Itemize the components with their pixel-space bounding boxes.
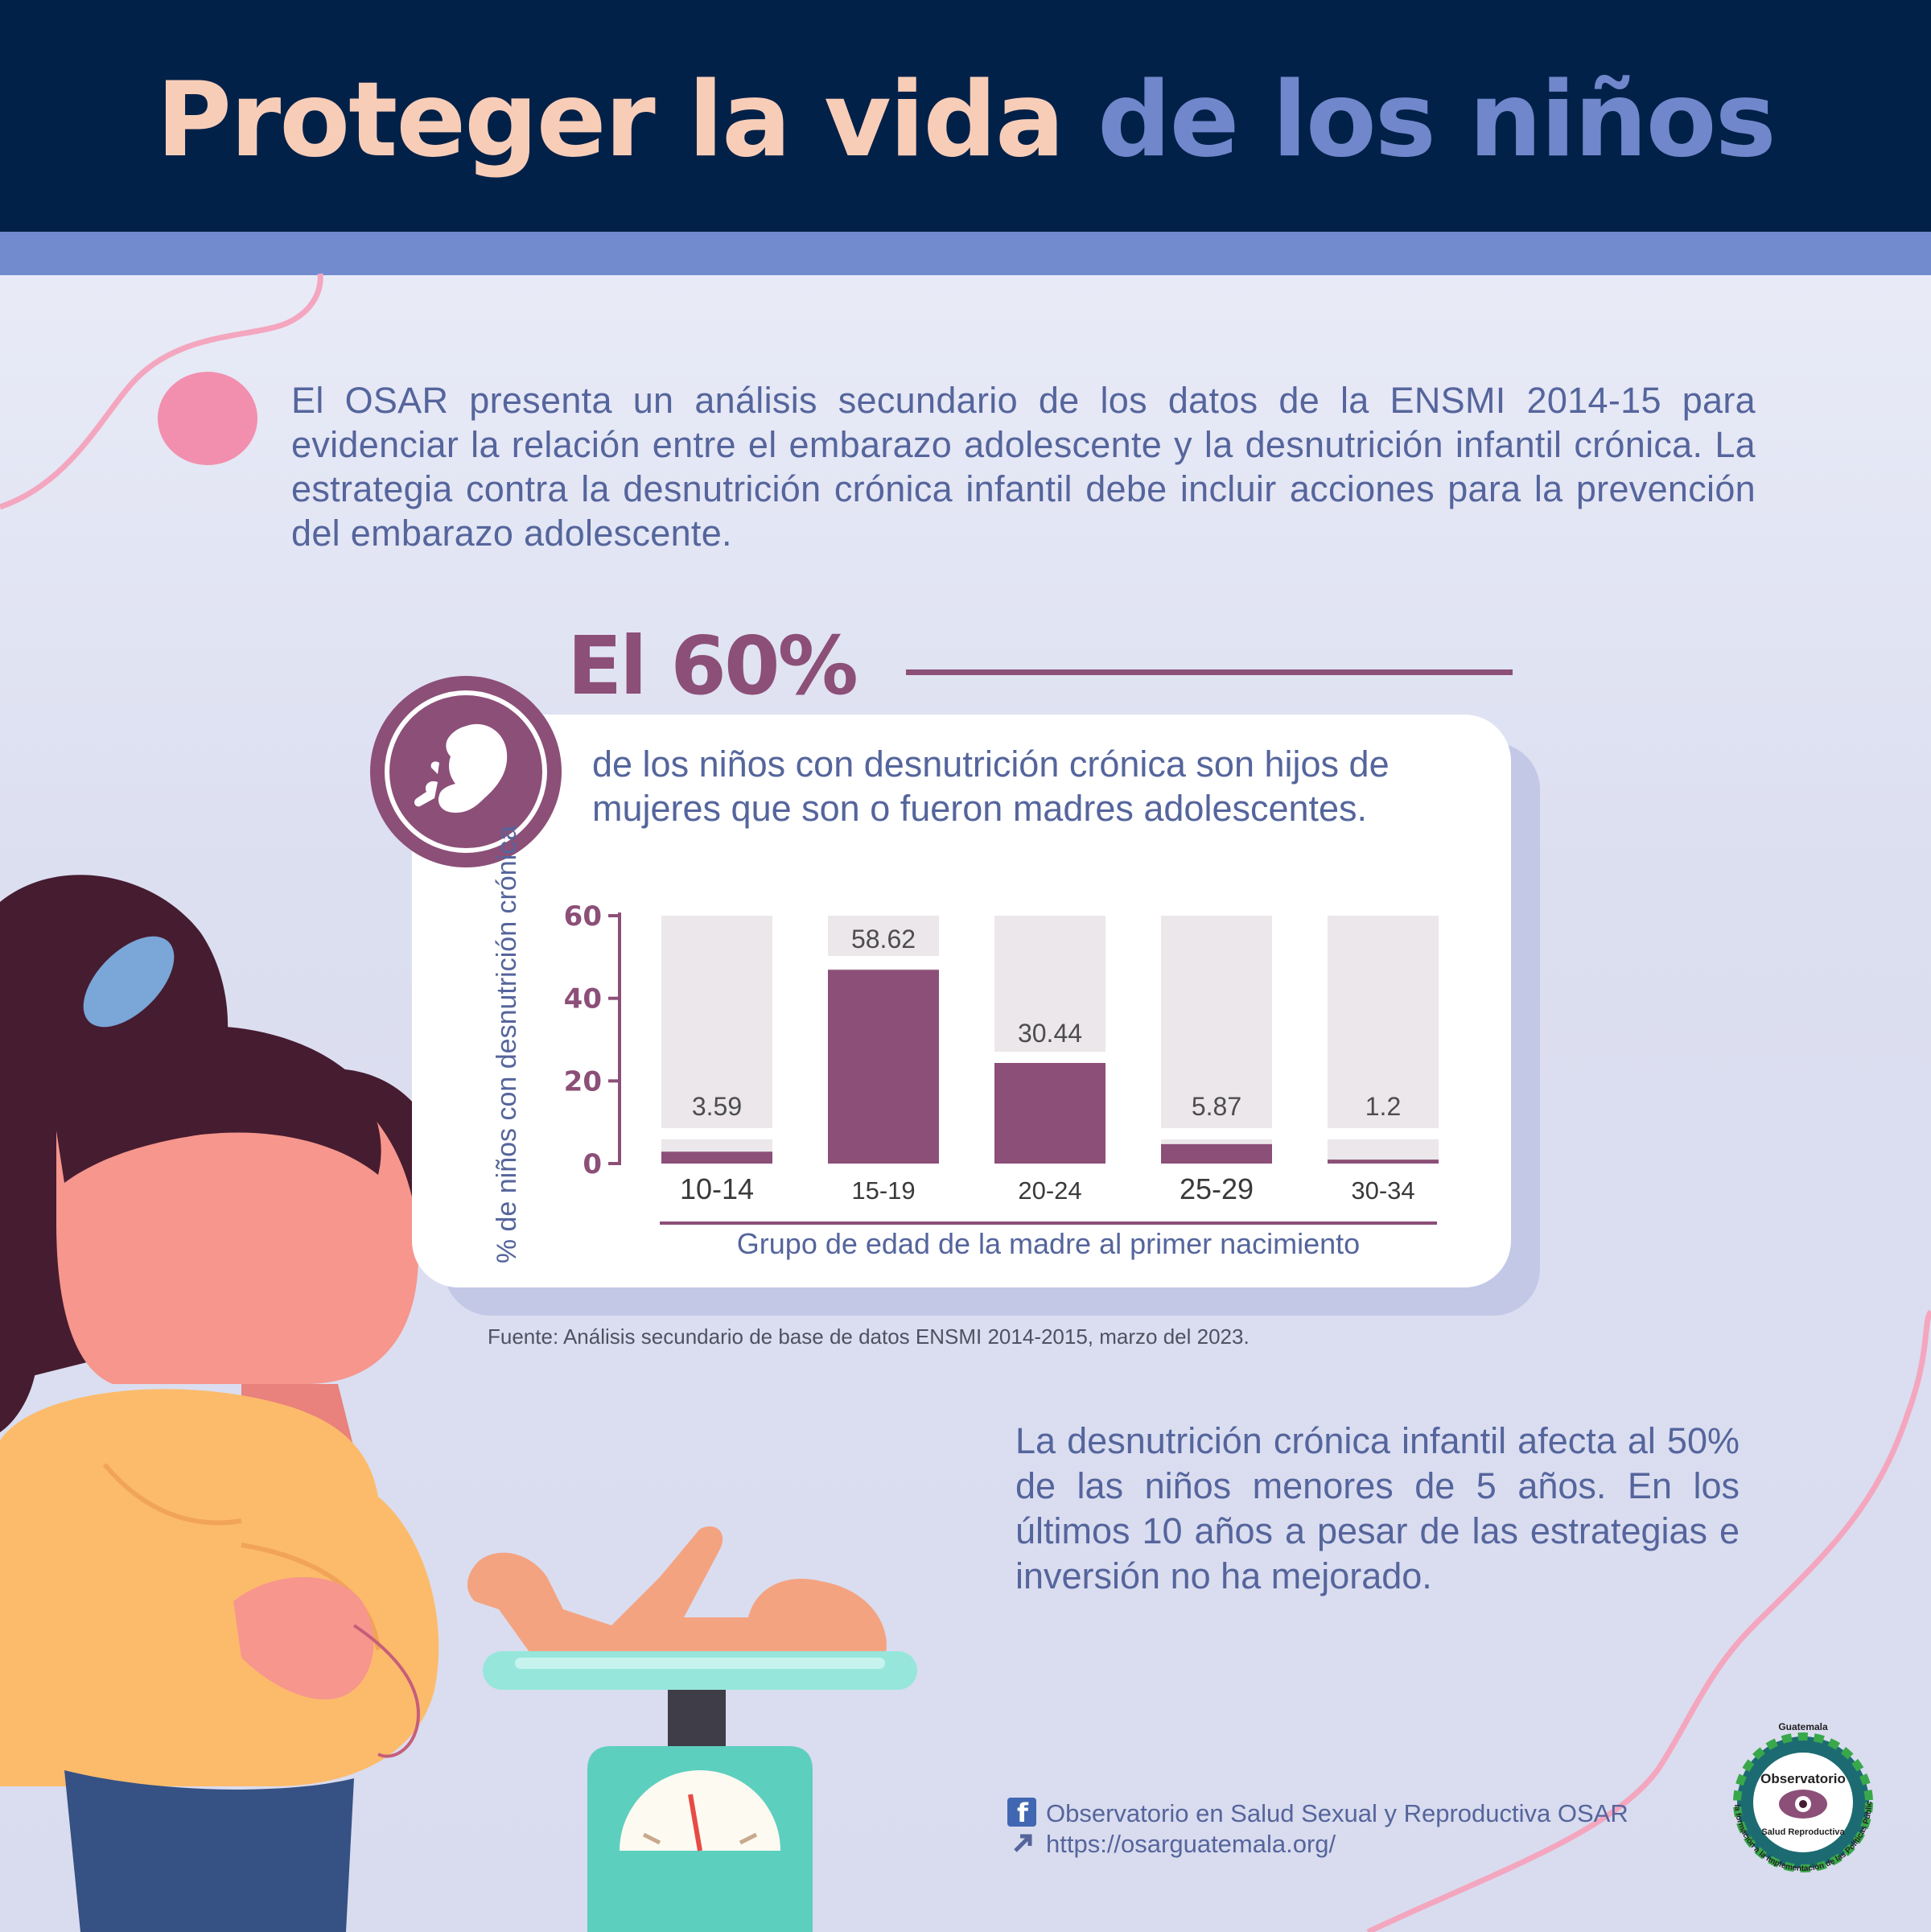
bar-track xyxy=(1161,916,1272,1164)
y-tick-label: 0 xyxy=(583,1148,602,1180)
bar-data-label: 1.2 xyxy=(1365,1092,1401,1121)
website-link[interactable]: https://osarguatemala.org/ xyxy=(1046,1830,1336,1858)
bar xyxy=(1328,1160,1439,1164)
stat-divider-line xyxy=(906,669,1513,675)
bar-track xyxy=(661,916,772,1164)
logo-center-text: Observatorio xyxy=(1760,1771,1846,1786)
y-axis-title-text: % de niños con desnutrición crónica xyxy=(492,825,522,1264)
bar xyxy=(994,1062,1105,1164)
bar-data-label: 30.44 xyxy=(1018,1019,1082,1048)
logo-top-text: Guatemala xyxy=(1778,1721,1828,1732)
bar xyxy=(828,970,939,1164)
header-accent-band xyxy=(0,232,1931,275)
highlight-stat: El 60% xyxy=(567,619,858,713)
decorative-blob xyxy=(158,372,257,465)
osar-logo: Guatemala Observatorio Salud Reproductiv… xyxy=(1711,1706,1874,1873)
bar-label-gap xyxy=(661,1128,772,1139)
bar xyxy=(1161,1143,1272,1164)
highlight-description: de los niños con desnutrición crónica so… xyxy=(592,744,1390,829)
page-title: Proteger la vida de los niños xyxy=(0,69,1931,172)
arrow-link-icon xyxy=(1014,1834,1032,1852)
title-part-1: Proteger la vida xyxy=(156,60,1064,180)
fetus-icon xyxy=(414,723,508,813)
fetus-badge xyxy=(370,676,562,867)
intro-paragraph: El OSAR presenta un análisis secundario … xyxy=(291,380,1756,554)
x-tick-label: 25-29 xyxy=(1180,1172,1254,1205)
x-tick-label: 20-24 xyxy=(1018,1176,1081,1205)
bottom-paragraph: La desnutrición crónica infantil afecta … xyxy=(1015,1420,1740,1596)
y-axis-title: % de niños con desnutrición crónica xyxy=(475,826,539,1263)
bar-label-gap xyxy=(1161,1128,1272,1139)
bar-chart: 0 20 40 60 3.59 10-14 58.62 15-19 30.44 20-24 5.87… xyxy=(564,900,1439,1205)
y-tick-label: 40 xyxy=(564,983,602,1015)
fetus-badge-ring xyxy=(385,690,547,853)
x-axis-title: Grupo de edad de la madre al primer naci… xyxy=(736,1227,1361,1260)
x-tick-label: 15-19 xyxy=(851,1176,915,1205)
facebook-page-link[interactable]: Observatorio en Salud Sexual y Reproduct… xyxy=(1046,1799,1628,1827)
source-note: Fuente: Análisis secundario de base de d… xyxy=(488,1324,1250,1349)
x-axis-title-line xyxy=(660,1221,1437,1225)
bar-data-label: 3.59 xyxy=(692,1092,742,1121)
bar-track xyxy=(1328,916,1439,1164)
decorative-curve-right xyxy=(1366,1309,1931,1932)
bar-label-gap xyxy=(828,956,939,969)
baby-on-scale-illustration xyxy=(467,1526,917,1932)
bar-data-label: 58.62 xyxy=(851,925,916,954)
pregnant-woman-illustration xyxy=(0,875,439,1932)
y-tick-label: 60 xyxy=(564,900,602,933)
x-tick-label: 30-34 xyxy=(1351,1176,1414,1205)
bar-label-gap xyxy=(994,1051,1105,1063)
bar-data-label: 5.87 xyxy=(1192,1092,1241,1121)
y-tick-label: 20 xyxy=(564,1065,602,1098)
bar-label-gap xyxy=(1328,1128,1439,1139)
title-part-2: de los niños xyxy=(1097,60,1777,180)
header-bar xyxy=(0,0,1931,232)
logo-center-subtext: Salud Reproductiva xyxy=(1761,1827,1845,1837)
decorative-curve-left xyxy=(0,273,323,510)
x-tick-label: 10-14 xyxy=(680,1172,754,1205)
facebook-icon[interactable]: f xyxy=(1007,1798,1036,1827)
bar xyxy=(661,1151,772,1164)
